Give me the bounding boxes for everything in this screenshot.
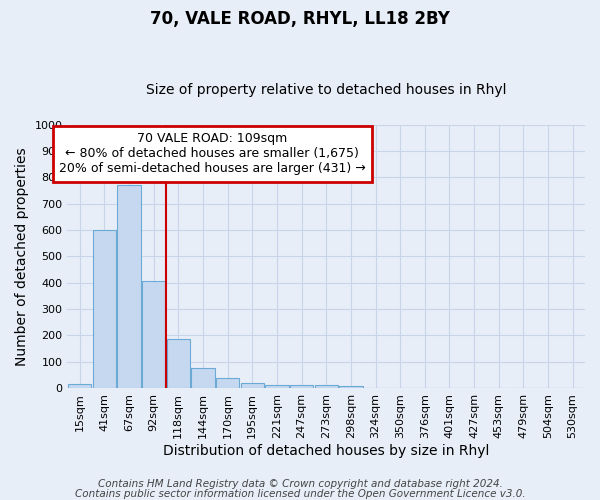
Bar	[290, 385, 313, 388]
Bar	[92, 230, 116, 388]
Bar	[314, 386, 338, 388]
X-axis label: Distribution of detached houses by size in Rhyl: Distribution of detached houses by size …	[163, 444, 490, 458]
Bar	[339, 386, 362, 388]
Text: 70 VALE ROAD: 109sqm
← 80% of detached houses are smaller (1,675)
20% of semi-de: 70 VALE ROAD: 109sqm ← 80% of detached h…	[59, 132, 366, 176]
Bar	[216, 378, 239, 388]
Text: Contains HM Land Registry data © Crown copyright and database right 2024.: Contains HM Land Registry data © Crown c…	[98, 479, 502, 489]
Y-axis label: Number of detached properties: Number of detached properties	[15, 147, 29, 366]
Bar	[191, 368, 215, 388]
Bar	[142, 282, 166, 388]
Text: 70, VALE ROAD, RHYL, LL18 2BY: 70, VALE ROAD, RHYL, LL18 2BY	[150, 10, 450, 28]
Bar	[241, 383, 264, 388]
Bar	[167, 339, 190, 388]
Bar	[118, 185, 141, 388]
Title: Size of property relative to detached houses in Rhyl: Size of property relative to detached ho…	[146, 83, 506, 97]
Text: Contains public sector information licensed under the Open Government Licence v3: Contains public sector information licen…	[74, 489, 526, 499]
Bar	[265, 385, 289, 388]
Bar	[68, 384, 91, 388]
